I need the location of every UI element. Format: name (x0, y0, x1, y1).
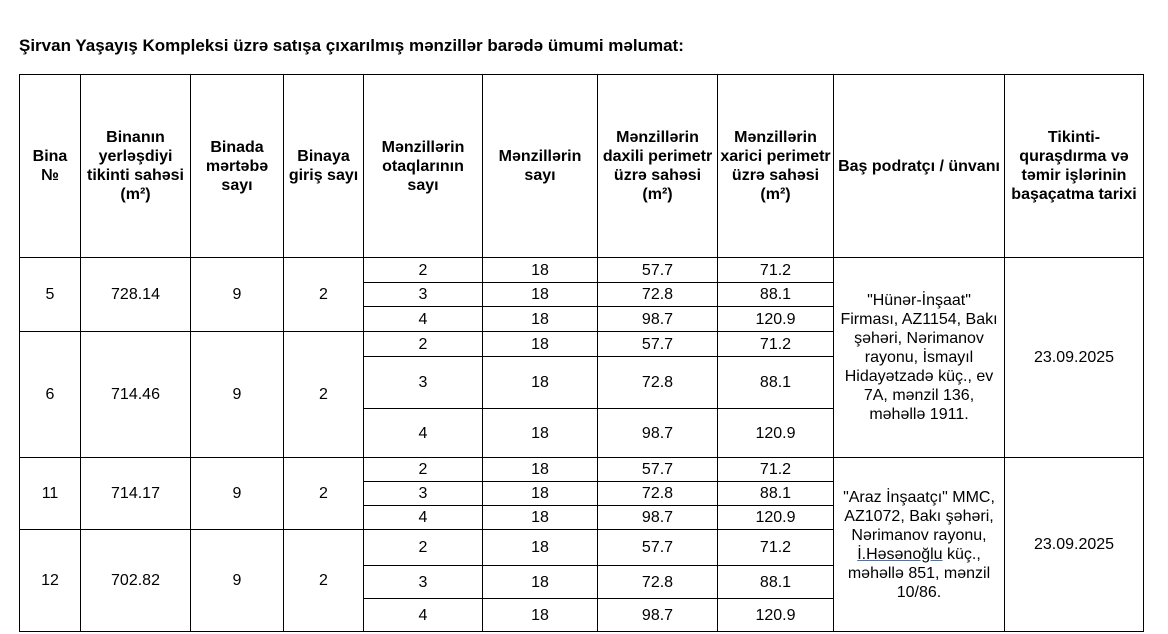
completion-date: 23.09.2025 (1004, 457, 1144, 632)
outer-area: 71.2 (717, 529, 834, 566)
address-text: "Araz İnşaatçı" MMC, AZ1072, Bakı şəhəri… (843, 488, 995, 544)
inner-area: 98.7 (597, 505, 718, 530)
apartment-count: 18 (482, 257, 598, 283)
inner-area: 98.7 (597, 306, 718, 332)
table-row: 11 714.17 9 2 2 18 57.7 71.2 "Araz İnşaatçı" MMC… (19, 457, 1144, 632)
apartment-count: 18 (482, 331, 598, 357)
building-number: 12 (19, 529, 81, 632)
apartment-count: 18 (482, 306, 598, 332)
header-row: Bina № Binanın yerləşdiyi tikinti sahəsi … (19, 74, 1144, 258)
room-count: 3 (363, 356, 483, 409)
building-number: 5 (19, 257, 81, 332)
table-row: 12 702.82 9 2 2 18 57.7 71.2 (19, 529, 1144, 632)
outer-area: 120.9 (717, 408, 834, 458)
outer-area: 71.2 (717, 257, 834, 283)
inner-area: 57.7 (597, 331, 718, 357)
room-count: 3 (363, 282, 483, 307)
room-count: 4 (363, 598, 483, 632)
table-row: 4 18 98.7 120.9 (20, 408, 1144, 458)
column-header: Mənzillərin xarici perimetr üzrə sahəsi … (717, 74, 834, 258)
outer-area: 88.1 (717, 282, 834, 307)
apartment-count: 18 (482, 457, 598, 482)
column-header: Tikinti-quraşdırma və təmir işlərinin ba… (1004, 74, 1144, 258)
address-text: küç., məhəllə 851, mənzil 10/86. (847, 545, 991, 601)
inner-area: 98.7 (597, 598, 718, 632)
room-count: 4 (363, 505, 483, 530)
column-header: Bina № (19, 74, 81, 258)
column-header: Mənzillərin sayı (482, 74, 598, 258)
contractor-address: "Hünər-İnşaat" Firması, AZ1154, Bakı şəh… (833, 257, 1005, 458)
table-row: 4 18 98.7 120.9 (20, 306, 1144, 332)
inner-area: 57.7 (597, 529, 718, 566)
room-count: 4 (363, 306, 483, 332)
inner-area: 72.8 (597, 565, 718, 599)
building-area: 714.17 (80, 457, 191, 530)
room-count: 3 (363, 481, 483, 506)
apartment-count: 18 (482, 565, 598, 599)
outer-area: 71.2 (717, 457, 834, 482)
table-row: 5 728.14 9 2 2 18 57.7 71.2 "Hünər-İnşaat" Firma… (19, 257, 1144, 458)
room-count: 2 (363, 257, 483, 283)
entrance-count: 2 (283, 529, 364, 632)
floor-count: 9 (190, 457, 284, 530)
outer-area: 88.1 (717, 481, 834, 506)
inner-area: 57.7 (597, 257, 718, 283)
column-header: Binanın yerləşdiyi tikinti sahəsi (m²) (80, 74, 191, 258)
entrance-count: 2 (283, 257, 364, 332)
table-row: 3 18 72.8 88.1 (20, 356, 1144, 409)
floor-count: 9 (190, 257, 284, 332)
table-row: 4 18 98.7 120.9 (20, 505, 1144, 530)
page-title: Şirvan Yaşayış Kompleksi üzrə satışa çıx… (19, 36, 684, 55)
building-number: 6 (19, 331, 81, 458)
inner-area: 57.7 (597, 457, 718, 482)
floor-count: 9 (190, 529, 284, 632)
room-count: 2 (363, 529, 483, 566)
table-row: 3 18 72.8 88.1 (20, 565, 1144, 599)
apartment-count: 18 (482, 505, 598, 530)
floor-count: 9 (190, 331, 284, 458)
building-area: 714.46 (80, 331, 191, 458)
street-link[interactable]: İ.Həsənoğlu (857, 545, 943, 563)
completion-date: 23.09.2025 (1004, 257, 1144, 458)
column-header: Binaya giriş sayı (283, 74, 364, 258)
inner-area: 72.8 (597, 356, 718, 409)
outer-area: 71.2 (717, 331, 834, 357)
table-row: 4 18 98.7 120.9 (20, 598, 1144, 632)
entrance-count: 2 (283, 457, 364, 530)
table-row: 6 714.46 9 2 2 18 57.7 71.2 (19, 331, 1144, 458)
inner-area: 72.8 (597, 282, 718, 307)
column-header: Binada mərtəbə sayı (190, 74, 284, 258)
outer-area: 120.9 (717, 505, 834, 530)
building-area: 702.82 (80, 529, 191, 632)
room-count: 2 (363, 331, 483, 357)
building-number: 11 (19, 457, 81, 530)
apartment-count: 18 (482, 598, 598, 632)
apartment-count: 18 (482, 481, 598, 506)
apartments-table: Bina № Binanın yerləşdiyi tikinti sahəsi … (19, 74, 1144, 632)
room-count: 3 (363, 565, 483, 599)
column-header: Mənzillərin daxili perimetr üzrə sahəsi … (597, 74, 718, 258)
table-row: 3 18 72.8 88.1 (20, 481, 1144, 506)
apartment-count: 18 (482, 282, 598, 307)
outer-area: 88.1 (717, 565, 834, 599)
contractor-address: "Araz İnşaatçı" MMC, AZ1072, Bakı şəhəri… (833, 457, 1005, 632)
outer-area: 120.9 (717, 598, 834, 632)
room-count: 2 (363, 457, 483, 482)
apartment-count: 18 (482, 408, 598, 458)
building-area: 728.14 (80, 257, 191, 332)
inner-area: 72.8 (597, 481, 718, 506)
room-count: 4 (363, 408, 483, 458)
column-header: Baş podratçı / ünvanı (833, 74, 1005, 258)
outer-area: 88.1 (717, 356, 834, 409)
apartment-count: 18 (482, 356, 598, 409)
entrance-count: 2 (283, 331, 364, 458)
outer-area: 120.9 (717, 306, 834, 332)
apartment-count: 18 (482, 529, 598, 566)
column-header: Mənzillərin otaqlarının sayı (363, 74, 483, 258)
inner-area: 98.7 (597, 408, 718, 458)
